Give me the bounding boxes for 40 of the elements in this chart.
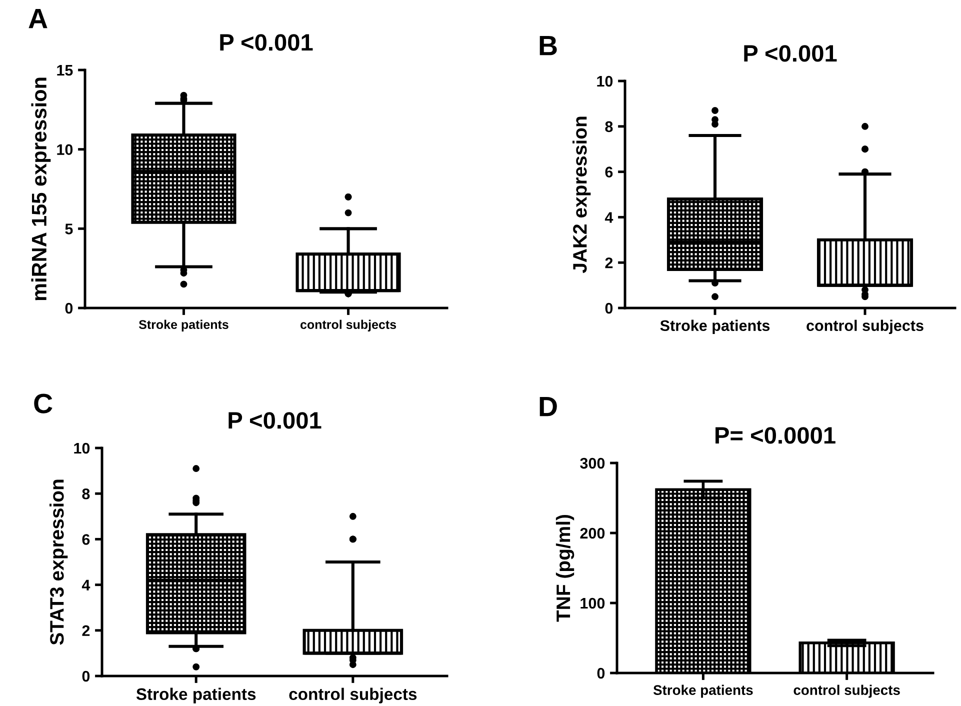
text: C <box>34 394 52 414</box>
y-tick-label: 4 <box>82 580 90 590</box>
chart-title: P <0.001 <box>220 34 313 51</box>
y-tick-label: 10 <box>57 144 73 156</box>
y-tick-label: 200 <box>580 528 605 539</box>
text: B <box>540 36 557 56</box>
y-tick-label: 2 <box>605 257 613 268</box>
y-axis-title: JAK2 expression <box>572 116 591 274</box>
x-tick-label: Stroke patients <box>653 684 753 698</box>
x-tick-label: control subjects <box>806 320 924 334</box>
y-axis-title: miRNA 155 expression <box>31 78 51 300</box>
y-tick-label: 100 <box>580 598 605 609</box>
chart-title: P <0.001 <box>228 412 322 429</box>
y-tick-label: 0 <box>82 670 90 682</box>
y-tick-label: 0 <box>65 302 73 314</box>
chart-title: P= <0.0001 <box>716 427 836 444</box>
y-tick-label: 0 <box>597 668 605 679</box>
y-tick-label: 6 <box>605 166 613 178</box>
x-tick-label: Stroke patients <box>136 688 256 704</box>
y-tick-label: 5 <box>65 224 73 234</box>
y-tick-label: 10 <box>597 76 613 87</box>
y-tick-label: 2 <box>82 625 90 636</box>
y-tick-label: 0 <box>605 302 613 314</box>
y-tick-label: 8 <box>605 121 613 132</box>
x-tick-label: control subjects <box>794 684 900 698</box>
text: D <box>540 397 557 416</box>
y-tick-label: 300 <box>580 458 605 469</box>
x-tick-label: Stroke patients <box>660 320 770 334</box>
text: A <box>28 9 48 28</box>
y-axis-title: TNF (pg/ml) <box>556 514 574 622</box>
x-tick-label: control subjects <box>289 688 417 704</box>
y-tick-label: 15 <box>57 65 73 76</box>
x-tick-label: Stroke patients <box>138 320 228 332</box>
chart-title: P <0.001 <box>744 45 837 62</box>
y-axis-title: STAT3 expression <box>50 480 68 645</box>
x-tick-label: control subjects <box>300 320 396 332</box>
y-tick-label: 4 <box>604 212 614 223</box>
y-tick-label: 10 <box>74 442 90 454</box>
y-tick-label: 6 <box>82 534 90 545</box>
y-tick-label: 8 <box>82 488 90 500</box>
